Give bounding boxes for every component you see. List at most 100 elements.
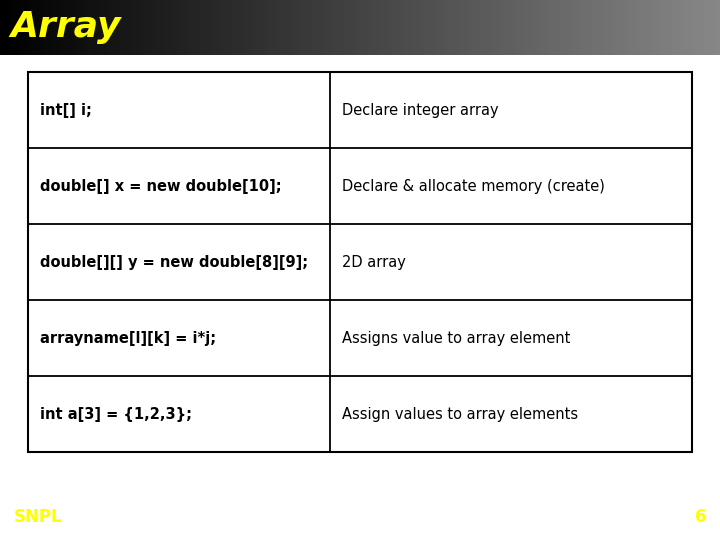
Bar [418, 0, 422, 55]
Bar [389, 0, 393, 55]
Bar [716, 0, 720, 55]
Bar [29, 0, 33, 55]
Bar [83, 0, 87, 55]
Bar [641, 0, 645, 55]
Bar [166, 0, 170, 55]
Bar [425, 0, 429, 55]
Bar [594, 0, 598, 55]
Bar [295, 0, 300, 55]
Bar [407, 0, 411, 55]
Bar [281, 0, 285, 55]
Bar [126, 0, 130, 55]
Bar [259, 0, 264, 55]
Bar [497, 0, 501, 55]
Bar [284, 0, 289, 55]
Bar [11, 0, 15, 55]
Bar [90, 0, 94, 55]
Text: 6: 6 [695, 508, 706, 526]
Bar [317, 0, 321, 55]
Bar [443, 0, 447, 55]
Bar [360, 0, 364, 55]
Bar [50, 0, 55, 55]
Bar [698, 0, 703, 55]
Bar [274, 0, 278, 55]
Bar [518, 0, 523, 55]
Bar [605, 0, 609, 55]
Bar [475, 0, 480, 55]
Bar [529, 0, 534, 55]
Text: 2D array: 2D array [342, 254, 406, 269]
Bar [598, 0, 602, 55]
Bar [184, 0, 188, 55]
Bar [176, 0, 181, 55]
Bar [378, 0, 382, 55]
Bar [608, 0, 613, 55]
Bar [670, 0, 674, 55]
Bar [392, 0, 397, 55]
Bar [101, 0, 105, 55]
Bar [76, 0, 80, 55]
Bar [7, 0, 12, 55]
Bar [320, 0, 325, 55]
Bar [65, 0, 69, 55]
Bar [637, 0, 642, 55]
Bar [47, 0, 51, 55]
Bar [202, 0, 206, 55]
Bar [277, 0, 282, 55]
Bar [288, 0, 292, 55]
Bar [590, 0, 595, 55]
Bar [468, 0, 472, 55]
Bar [382, 0, 386, 55]
Bar [659, 0, 663, 55]
Text: arrayname[l][k] = i*j;: arrayname[l][k] = i*j; [40, 330, 216, 346]
Bar [310, 0, 314, 55]
Bar [688, 0, 692, 55]
Bar [702, 0, 706, 55]
Bar [68, 0, 73, 55]
Bar [25, 0, 30, 55]
Text: Array: Array [10, 10, 120, 44]
Bar [414, 0, 418, 55]
Bar [313, 0, 318, 55]
Bar [508, 0, 512, 55]
Bar [238, 0, 242, 55]
Bar [43, 0, 48, 55]
Bar [22, 0, 26, 55]
Bar [104, 0, 109, 55]
Text: double[] x = new double[10];: double[] x = new double[10]; [40, 179, 282, 193]
Bar [558, 0, 562, 55]
Bar [130, 0, 134, 55]
Bar [644, 0, 649, 55]
Bar [133, 0, 138, 55]
Bar [364, 0, 368, 55]
Bar [623, 0, 627, 55]
Bar [619, 0, 624, 55]
Bar [61, 0, 66, 55]
Bar [0, 0, 4, 55]
Text: double[][] y = new double[8][9];: double[][] y = new double[8][9]; [40, 254, 308, 269]
Bar [544, 0, 548, 55]
Bar [410, 0, 415, 55]
Bar [457, 0, 462, 55]
Text: int[] i;: int[] i; [40, 103, 92, 118]
Bar [144, 0, 148, 55]
Bar [403, 0, 408, 55]
Bar [461, 0, 465, 55]
Bar [356, 0, 361, 55]
Bar [194, 0, 199, 55]
Bar [212, 0, 217, 55]
Bar [86, 0, 91, 55]
Bar [158, 0, 163, 55]
Bar [108, 0, 112, 55]
Bar [464, 0, 469, 55]
Bar [580, 0, 584, 55]
Text: Assign values to array elements: Assign values to array elements [342, 407, 578, 422]
Text: Declare integer array: Declare integer array [342, 103, 499, 118]
Bar [209, 0, 213, 55]
Bar [72, 0, 76, 55]
Bar [112, 0, 116, 55]
Bar [400, 0, 404, 55]
Bar [220, 0, 224, 55]
Bar [706, 0, 710, 55]
Bar [616, 0, 620, 55]
